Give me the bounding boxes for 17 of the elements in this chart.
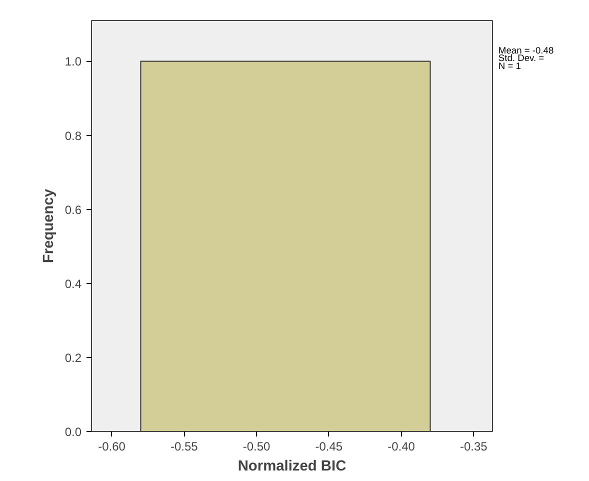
y-tick-label: 0.0 — [64, 425, 82, 439]
x-tick-label: -0.55 — [170, 440, 198, 454]
x-tick-label: -0.40 — [388, 440, 416, 454]
x-tick-label: -0.60 — [98, 440, 126, 454]
x-tick-label: -0.35 — [460, 440, 488, 454]
x-tick-label: -0.50 — [242, 440, 271, 454]
y-tick-label: 0.8 — [64, 128, 82, 143]
y-tick-label: 0.2 — [64, 350, 82, 365]
text: Std. Dev. = — [498, 53, 544, 64]
text: Mean = -0.48 — [498, 45, 554, 56]
y-tick-label: 1.0 — [64, 54, 82, 69]
x-tick-label: -0.45 — [315, 440, 343, 454]
y-tick-label: 0.4 — [64, 276, 82, 291]
x-axis-title: Normalized BIC — [238, 458, 347, 474]
text: N = 1 — [498, 60, 521, 71]
y-axis-title: Frequency — [40, 188, 57, 264]
y-tick-label: 0.6 — [64, 202, 82, 217]
